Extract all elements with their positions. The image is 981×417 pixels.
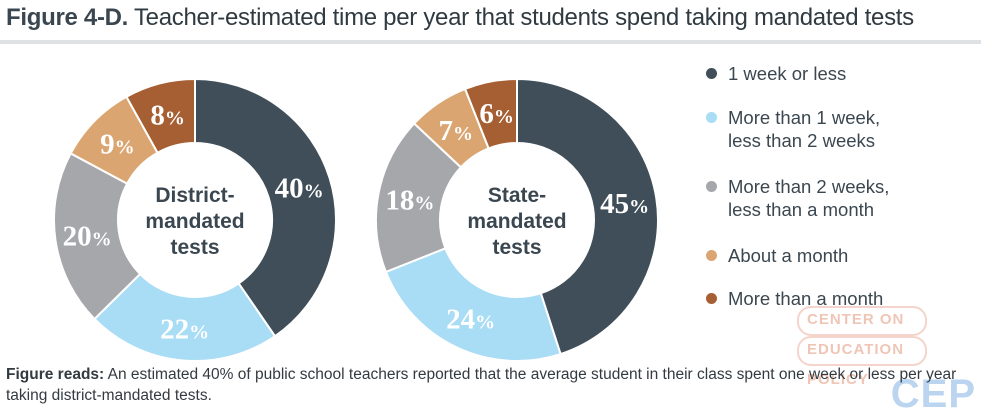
watermark-text: CENTER ON — [807, 311, 905, 328]
slice-value-label: 6% — [479, 98, 514, 130]
legend-swatch — [706, 181, 717, 192]
figure-title: Figure 4-D. Teacher-estimated time per y… — [6, 4, 914, 32]
legend-label: 1 week or less — [728, 63, 847, 84]
donut-center-label: District- — [155, 184, 234, 207]
district-donut-chart: 40% 22% 20% 9% 8% District-mandated tests — [53, 77, 337, 362]
donut-center-label: mandated — [145, 210, 244, 233]
donut-slice-more-than-month — [125, 77, 196, 155]
legend-swatch — [706, 250, 717, 261]
legend-label-line: More than 2 weeks, — [728, 176, 890, 197]
legend-label: More than 2 weeks, less than a month — [728, 175, 889, 221]
title-divider — [0, 40, 981, 44]
donut-slice-two-weeks-to-month — [53, 152, 142, 321]
legend-label: About a month — [728, 245, 849, 266]
note-lead: Figure reads: — [6, 366, 105, 383]
slice-value-label: 8% — [150, 99, 185, 131]
figure-title-text: Teacher-estimated time per year that stu… — [133, 4, 914, 31]
legend-label-line: less than 2 weeks — [728, 130, 876, 151]
slice-value-label: 20% — [63, 221, 112, 253]
legend-label: More than 1 week, less than 2 weeks — [728, 106, 880, 152]
legend-swatch — [706, 68, 717, 79]
legend-label: More than a month — [728, 288, 884, 309]
state-donut-chart: 45% 24% 18% 7%6% State-mandated tests — [375, 77, 659, 362]
donut-slice-one-week-or-less — [194, 77, 337, 338]
legend-label-line: More than 1 week, — [728, 107, 881, 128]
slice-value-label: 9% — [100, 129, 135, 161]
figure-reads-note: Figure reads: An estimated 40% of public… — [6, 364, 976, 406]
donut-center-label: tests — [170, 236, 219, 259]
slice-value-label: 40% — [275, 173, 324, 205]
donut-center-label: mandated — [467, 210, 566, 233]
legend-swatch — [706, 112, 717, 123]
donut-slice-one-to-two-weeks — [93, 272, 277, 362]
note-text: An estimated 40% of public school teache… — [6, 366, 957, 404]
donut-center-label: State- — [488, 184, 546, 207]
slice-value-label: 7% — [438, 115, 473, 147]
figure-label: Figure 4-D. — [6, 4, 129, 31]
watermark-frame — [797, 336, 927, 366]
donut-slice-two-weeks-to-month — [375, 122, 463, 274]
donut-slice-more-than-month — [463, 77, 518, 150]
cep-watermark-logo: CENTER ON EDUCATION POLICY CEP — [795, 306, 980, 416]
watermark-text: POLICY — [807, 371, 869, 388]
donut-center-label: tests — [492, 236, 541, 259]
watermark-text: EDUCATION — [807, 341, 905, 358]
watermark-logo-text: CEP — [890, 372, 976, 416]
slice-value-label: 45% — [600, 188, 649, 220]
donut-slice-one-week-or-less — [516, 77, 659, 356]
legend-swatch — [706, 293, 717, 304]
slice-value-label: 18% — [385, 185, 434, 217]
slice-value-label: 22% — [160, 314, 209, 346]
donut-slice-one-to-two-weeks — [384, 247, 562, 362]
slice-value-label: 24% — [446, 304, 495, 336]
legend-label-line: less than a month — [728, 199, 875, 220]
watermark-frame — [797, 306, 927, 336]
